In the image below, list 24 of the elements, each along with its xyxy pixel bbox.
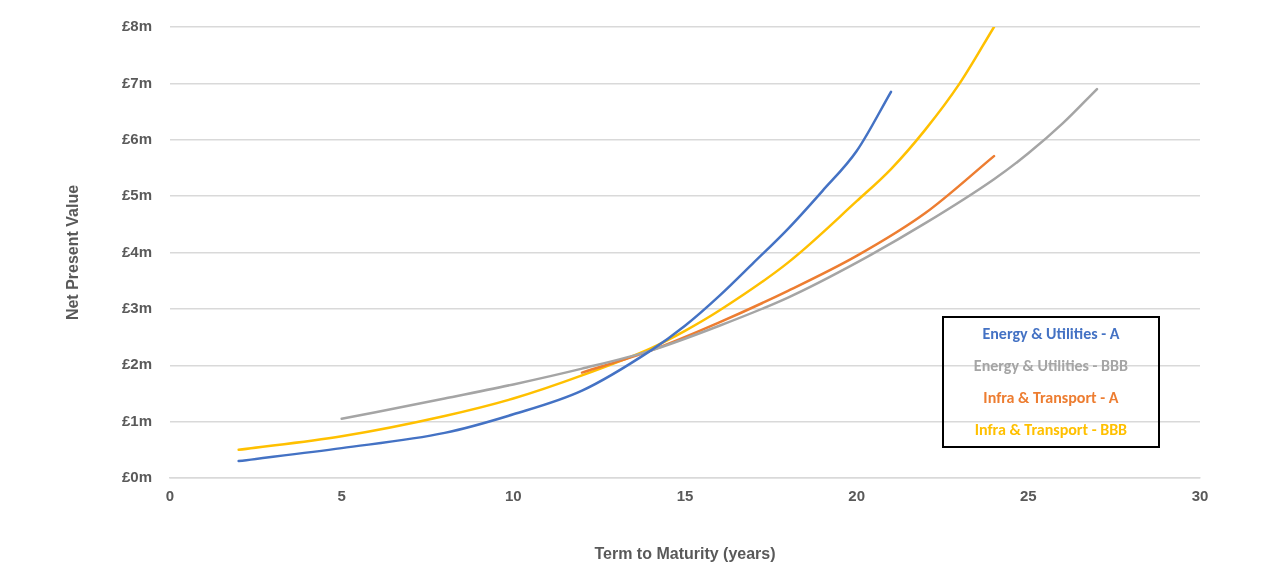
x-tick-label: 30 (1191, 487, 1209, 505)
text: Infra & Transport - BBB (973, 419, 1129, 441)
x-tick-label: 20 (848, 487, 866, 505)
line-series (340, 87, 1099, 421)
x-tick-label: 10 (504, 487, 522, 505)
x-tick-label: 0 (165, 487, 175, 505)
y-tick-label: £0m (121, 468, 152, 486)
y-tick-label: £5m (121, 186, 152, 204)
x-tick-label: 15 (676, 487, 694, 505)
text: Energy & Utilities - BBB (972, 355, 1129, 377)
y-tick-label: £6m (121, 129, 152, 147)
y-tick-label: £2m (121, 355, 152, 373)
x-tick-label: 25 (1019, 487, 1037, 505)
x-axis-title: Term to Maturity (years) (594, 544, 776, 562)
y-axis-title: Net Present Value (64, 184, 82, 321)
y-tick-label: £1m (121, 411, 152, 429)
text: Energy & Utilities - A (981, 323, 1121, 345)
y-tick-label: £8m (121, 17, 152, 35)
text: Infra & Transport - A (982, 387, 1120, 409)
x-tick-label: 5 (337, 487, 346, 505)
y-tick-label: £7m (121, 73, 152, 91)
y-tick-label: £3m (121, 299, 152, 317)
line-series (237, 90, 893, 463)
y-tick-label: £4m (121, 242, 152, 260)
